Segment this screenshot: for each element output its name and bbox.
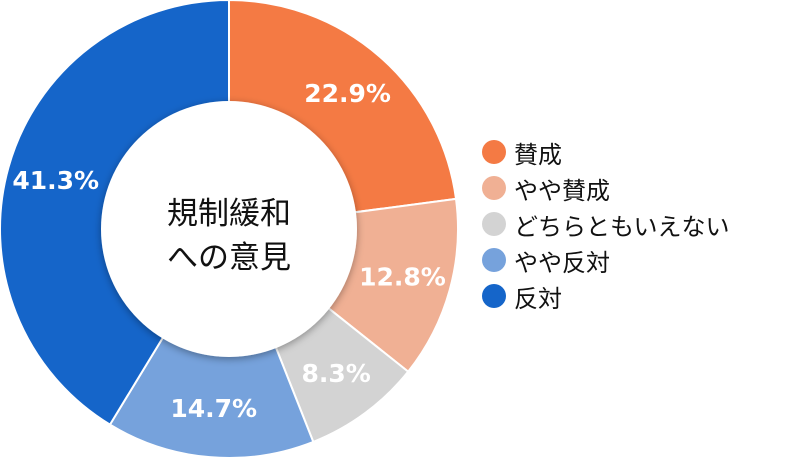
legend-label: どちらともいえない	[514, 212, 730, 241]
center-label-line-2: への意見	[167, 240, 291, 276]
legend-swatch	[482, 140, 506, 164]
legend-item: どちらともいえない	[482, 206, 792, 242]
legend-item: やや反対	[482, 242, 792, 278]
donut-hole	[101, 101, 357, 357]
legend-label: 賛成	[514, 140, 562, 169]
slice-labels: 22.9% 12.8% 8.3% 14.7% 41.3%	[12, 79, 446, 423]
legend-swatch	[482, 284, 506, 308]
legend-item: やや賛成	[482, 170, 792, 206]
legend-swatch	[482, 212, 506, 236]
legend-item: 賛成	[482, 134, 792, 170]
slice-value-label: 8.3%	[301, 359, 370, 388]
legend-label: 反対	[514, 284, 562, 313]
legend-label: やや賛成	[514, 176, 610, 205]
legend-swatch	[482, 176, 506, 200]
slice-value-label: 41.3%	[12, 166, 99, 195]
slice-value-label: 12.8%	[359, 263, 446, 292]
legend-item: 反対	[482, 278, 792, 314]
slice-value-label: 14.7%	[170, 394, 257, 423]
legend: 賛成やや賛成どちらともいえない やや反対反対	[482, 134, 792, 314]
slice-value-label: 22.9%	[304, 79, 391, 108]
legend-label: やや反対	[514, 248, 610, 277]
center-label-line-1: 規制緩和	[167, 196, 291, 232]
legend-swatch	[482, 248, 506, 272]
